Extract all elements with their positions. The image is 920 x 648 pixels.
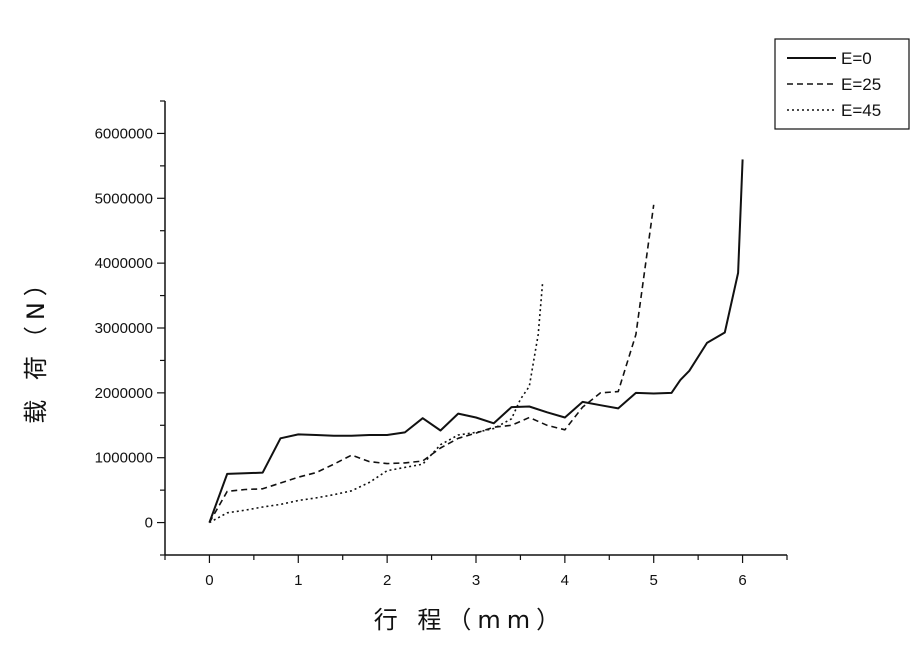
y-tick-label: 3000000 xyxy=(95,320,153,337)
legend-label-E=45: E=45 xyxy=(841,101,881,120)
x-tick-label: 6 xyxy=(738,572,746,589)
y-axis-title: 载 荷（N） xyxy=(22,266,50,424)
y-tick-label: 2000000 xyxy=(95,385,153,402)
axes: 0 1 2 3 4 5 6 0 1000000 2000000 3000000 4000000 5000… xyxy=(95,100,788,589)
series-line-E=45 xyxy=(209,282,544,524)
y-tick-label: 4000000 xyxy=(95,255,153,272)
x-tick-label: 0 xyxy=(205,572,213,589)
legend: E=0 E=25 E=45 xyxy=(774,38,910,130)
x-axis-title: 行 程（mm） xyxy=(374,606,566,634)
x-tick-label: 4 xyxy=(561,572,569,589)
y-tick-label: 0 xyxy=(145,515,153,532)
x-tick-label: 2 xyxy=(383,572,391,589)
x-tick-label: 5 xyxy=(650,572,658,589)
series-layer xyxy=(208,159,744,524)
legend-label-E=25: E=25 xyxy=(841,75,881,94)
series-line-E=0 xyxy=(208,159,744,523)
y-tick-label: 6000000 xyxy=(95,125,153,142)
series-line-E=25 xyxy=(208,204,655,523)
x-tick-label: 1 xyxy=(294,572,302,589)
y-tick-label: 5000000 xyxy=(95,190,153,207)
legend-label-E=0: E=0 xyxy=(841,49,872,68)
x-tick-label: 3 xyxy=(472,572,480,589)
y-tick-label: 1000000 xyxy=(95,450,153,467)
